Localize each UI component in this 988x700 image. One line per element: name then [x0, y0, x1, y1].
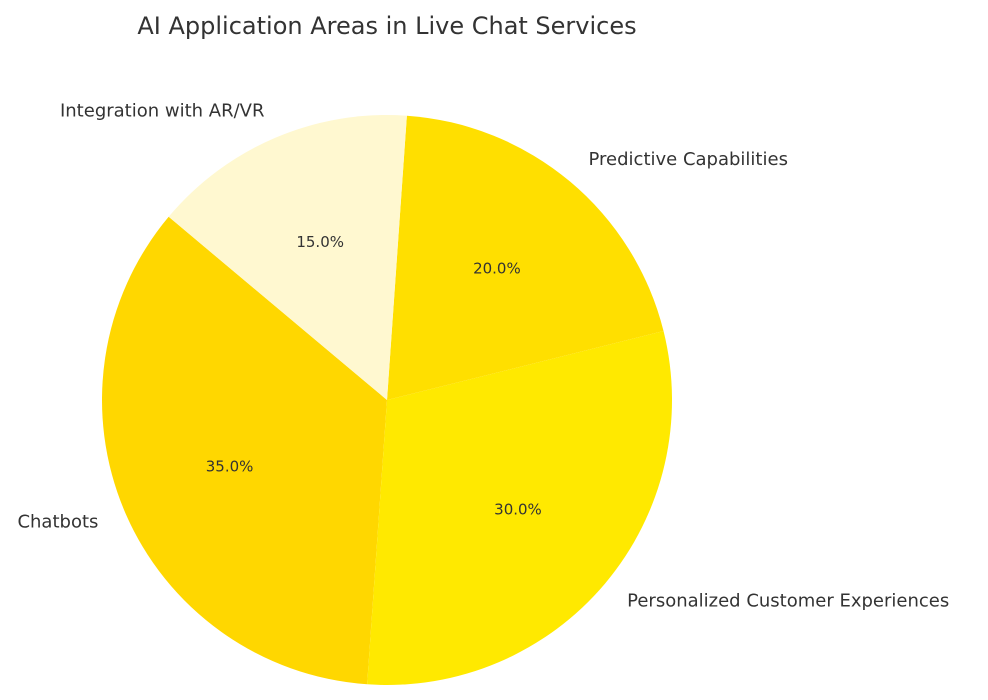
value-label: 30.0%	[494, 500, 542, 518]
slice-label: Integration with AR/VR	[60, 100, 265, 121]
value-label: 15.0%	[296, 233, 344, 251]
slice-label: Chatbots	[17, 511, 98, 532]
pie-slice	[367, 331, 672, 685]
pie-slice	[168, 115, 407, 400]
slice-label: Predictive Capabilities	[589, 149, 788, 170]
value-label: 20.0%	[473, 260, 521, 278]
value-label: 35.0%	[206, 457, 254, 475]
chart-title: AI Application Areas in Live Chat Servic…	[137, 12, 636, 40]
pie-slice	[102, 216, 387, 685]
slice-label: Personalized Customer Experiences	[627, 591, 949, 612]
pie-slice	[387, 115, 664, 400]
